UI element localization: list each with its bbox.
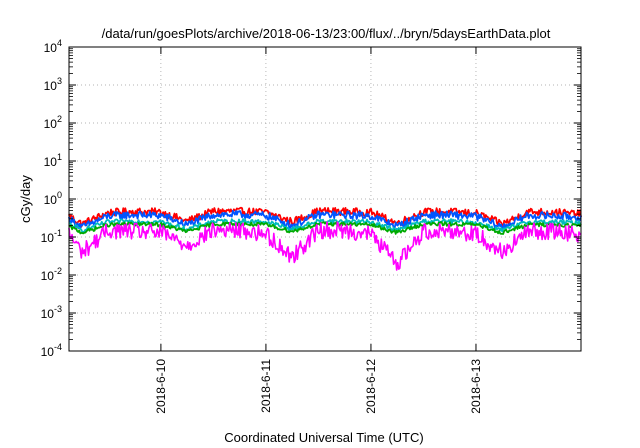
y-tick-label: 104 — [44, 38, 62, 55]
chart-title: /data/run/goesPlots/archive/2018-06-13/2… — [102, 26, 551, 41]
axis-ticks — [69, 46, 581, 352]
series-line-4 — [68, 221, 582, 235]
x-tick-label: 2018-6-12 — [364, 359, 378, 414]
series-line-1 — [68, 206, 582, 228]
y-tick-label: 103 — [44, 76, 62, 93]
y-tick-label: 10-3 — [41, 304, 62, 321]
x-tick-label: 2018-6-11 — [259, 359, 273, 413]
data-series — [68, 206, 582, 271]
y-axis-label: cGy/day — [18, 175, 33, 223]
y-tick-label: 10-4 — [41, 342, 62, 359]
y-tick-label: 100 — [44, 190, 62, 207]
series-line-5 — [68, 221, 582, 271]
x-tick-labels: 2018-6-10 2018-6-11 2018-6-12 2018-6-13 — [154, 359, 483, 414]
x-axis-label: Coordinated Universal Time (UTC) — [224, 430, 423, 445]
y-tick-label: 101 — [44, 152, 62, 169]
y-tick-label: 10-2 — [41, 266, 62, 283]
y-tick-label: 10-1 — [41, 228, 62, 245]
y-tick-labels: 104 103 102 101 100 10-1 10-2 10-3 10-4 — [41, 38, 62, 359]
grid-lines — [69, 47, 581, 351]
y-tick-label: 102 — [44, 114, 62, 131]
x-tick-label: 2018-6-10 — [154, 359, 168, 414]
x-tick-label: 2018-6-13 — [469, 359, 483, 414]
